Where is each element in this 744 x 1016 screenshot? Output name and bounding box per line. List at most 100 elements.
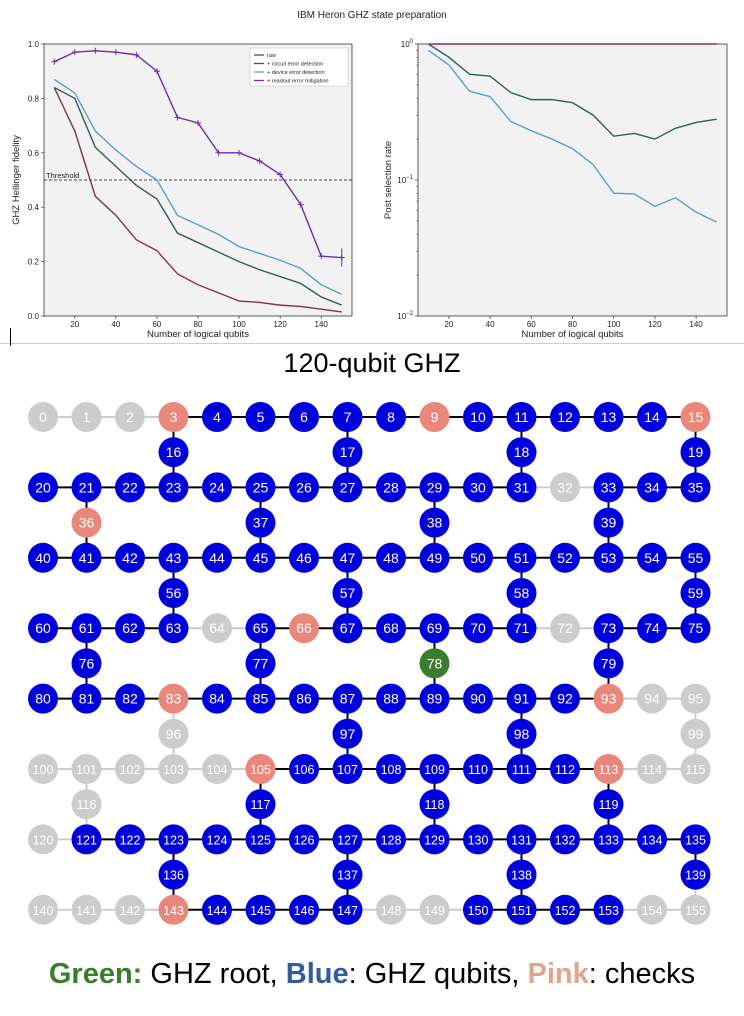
qubit-label: 45	[253, 550, 269, 566]
qubit-label: 144	[207, 904, 228, 918]
qubit-circle	[245, 402, 276, 432]
qubit-node-ghz: 26	[289, 472, 319, 503]
qubit-circle	[332, 402, 363, 432]
x-tick-label: 80	[194, 320, 203, 329]
qubit-circle	[289, 472, 319, 503]
qubit-circle	[637, 402, 667, 432]
qubit-label: 72	[557, 620, 573, 636]
qubit-node-ghz: 54	[637, 542, 667, 573]
y-tick-label: 1.0	[28, 40, 40, 49]
y-tick-label: 0.4	[28, 203, 40, 212]
qubit-label: 84	[209, 691, 225, 707]
qubit-node-ghz: 34	[637, 472, 667, 503]
qubit-label: 22	[122, 479, 138, 495]
qubit-circle	[593, 894, 624, 925]
qubit-circle	[376, 472, 406, 503]
qubit-node-ghz: 90	[463, 683, 493, 714]
qubit-node-ghz: 12	[550, 402, 580, 432]
qubit-circle	[289, 754, 319, 784]
qubit-label: 74	[644, 620, 660, 636]
qubit-circle	[680, 542, 711, 573]
qubit-label: 63	[166, 620, 182, 636]
qubit-circle	[28, 683, 58, 714]
qubit-node-ghz: 65	[245, 613, 276, 644]
qubit-circle	[506, 472, 537, 503]
qubit-circle	[506, 754, 537, 784]
qubit-circle	[202, 542, 232, 573]
y-tick-label: 0.8	[28, 94, 40, 103]
x-tick-label: 60	[152, 320, 161, 329]
qubit-node-ghz: 89	[419, 683, 450, 714]
qubit-circle	[593, 683, 624, 714]
qubit-circle	[158, 859, 189, 890]
qubit-circle	[202, 472, 232, 503]
qubit-label: 81	[79, 691, 95, 707]
qubit-label: 57	[340, 585, 356, 601]
qubit-node-ghz: 136	[158, 859, 189, 890]
qubit-node-ghz: 117	[245, 789, 276, 820]
qubit-node-ghz: 79	[593, 648, 624, 679]
qubit-circle	[593, 824, 624, 855]
qubit-node-ghz: 11	[506, 402, 537, 432]
qubit-circle	[158, 542, 189, 573]
qubit-label: 95	[688, 691, 704, 707]
qubit-circle	[245, 894, 276, 925]
qubit-label: 128	[381, 833, 402, 847]
qubit-circle	[419, 648, 450, 679]
qubit-node-ghz: 135	[680, 824, 711, 855]
qubit-circle	[71, 472, 102, 503]
qubit-node-ghz: 47	[332, 542, 363, 573]
qubit-circle	[463, 894, 493, 925]
qubit-label: 127	[337, 833, 358, 847]
qubit-node-ghz: 98	[506, 718, 537, 749]
qubit-node-ghz: 23	[158, 472, 189, 503]
qubit-circle	[71, 683, 102, 714]
qubit-circle	[680, 402, 711, 432]
qubit-node-ghz: 150	[463, 894, 493, 925]
qubit-label: 153	[598, 904, 619, 918]
qubit-label: 122	[120, 833, 141, 847]
qubit-label: 8	[387, 409, 395, 425]
qubit-circle	[28, 824, 58, 855]
qubit-circle	[550, 402, 580, 432]
qubit-circle	[506, 859, 537, 890]
qubit-circle	[550, 613, 580, 644]
qubit-circle	[71, 824, 102, 855]
qubit-label: 39	[601, 515, 617, 531]
qubit-label: 6	[300, 409, 308, 425]
qubit-label: 33	[601, 479, 617, 495]
lattice-title: 120-qubit GHZ	[283, 348, 461, 378]
qubit-circle	[28, 402, 58, 432]
x-tick-label: 100	[607, 320, 621, 329]
qubit-label: 58	[514, 585, 530, 601]
qubit-node-ghz: 35	[680, 472, 711, 503]
qubit-node-ghz: 24	[202, 472, 232, 503]
qubit-node-ghz: 53	[593, 542, 624, 573]
qubit-label: 120	[33, 833, 54, 847]
qubit-node-unused: 116	[71, 789, 102, 820]
qubit-node-ghz: 146	[289, 894, 319, 925]
qubit-node-root: 78	[419, 648, 450, 679]
qubit-circle	[71, 648, 102, 679]
post-selection-chart: 20 40 60 80 100 120 140 100 10−1 10−2 Number of lo…	[383, 39, 728, 340]
qubit-label: 36	[79, 515, 95, 531]
qubit-label: 21	[79, 479, 95, 495]
qubit-circle	[593, 542, 624, 573]
qubit-circle	[202, 894, 232, 925]
qubit-circle	[158, 894, 189, 925]
qubit-node-ghz: 50	[463, 542, 493, 573]
qubit-node-unused: 140	[28, 894, 58, 925]
qubit-node-ghz: 118	[419, 789, 450, 820]
qubit-node-ghz: 85	[245, 683, 276, 714]
qubit-label: 7	[344, 409, 352, 425]
qubit-label: 48	[383, 550, 399, 566]
qubit-label: 132	[555, 833, 576, 847]
qubit-circle	[202, 402, 232, 432]
qubit-label: 141	[76, 904, 97, 918]
qubit-label: 98	[514, 726, 530, 742]
y-tick-label: 0.2	[28, 258, 40, 267]
qubit-circle	[463, 472, 493, 503]
series-line	[427, 43, 717, 140]
qubit-label: 56	[166, 585, 182, 601]
qubit-node-check: 36	[71, 507, 102, 538]
